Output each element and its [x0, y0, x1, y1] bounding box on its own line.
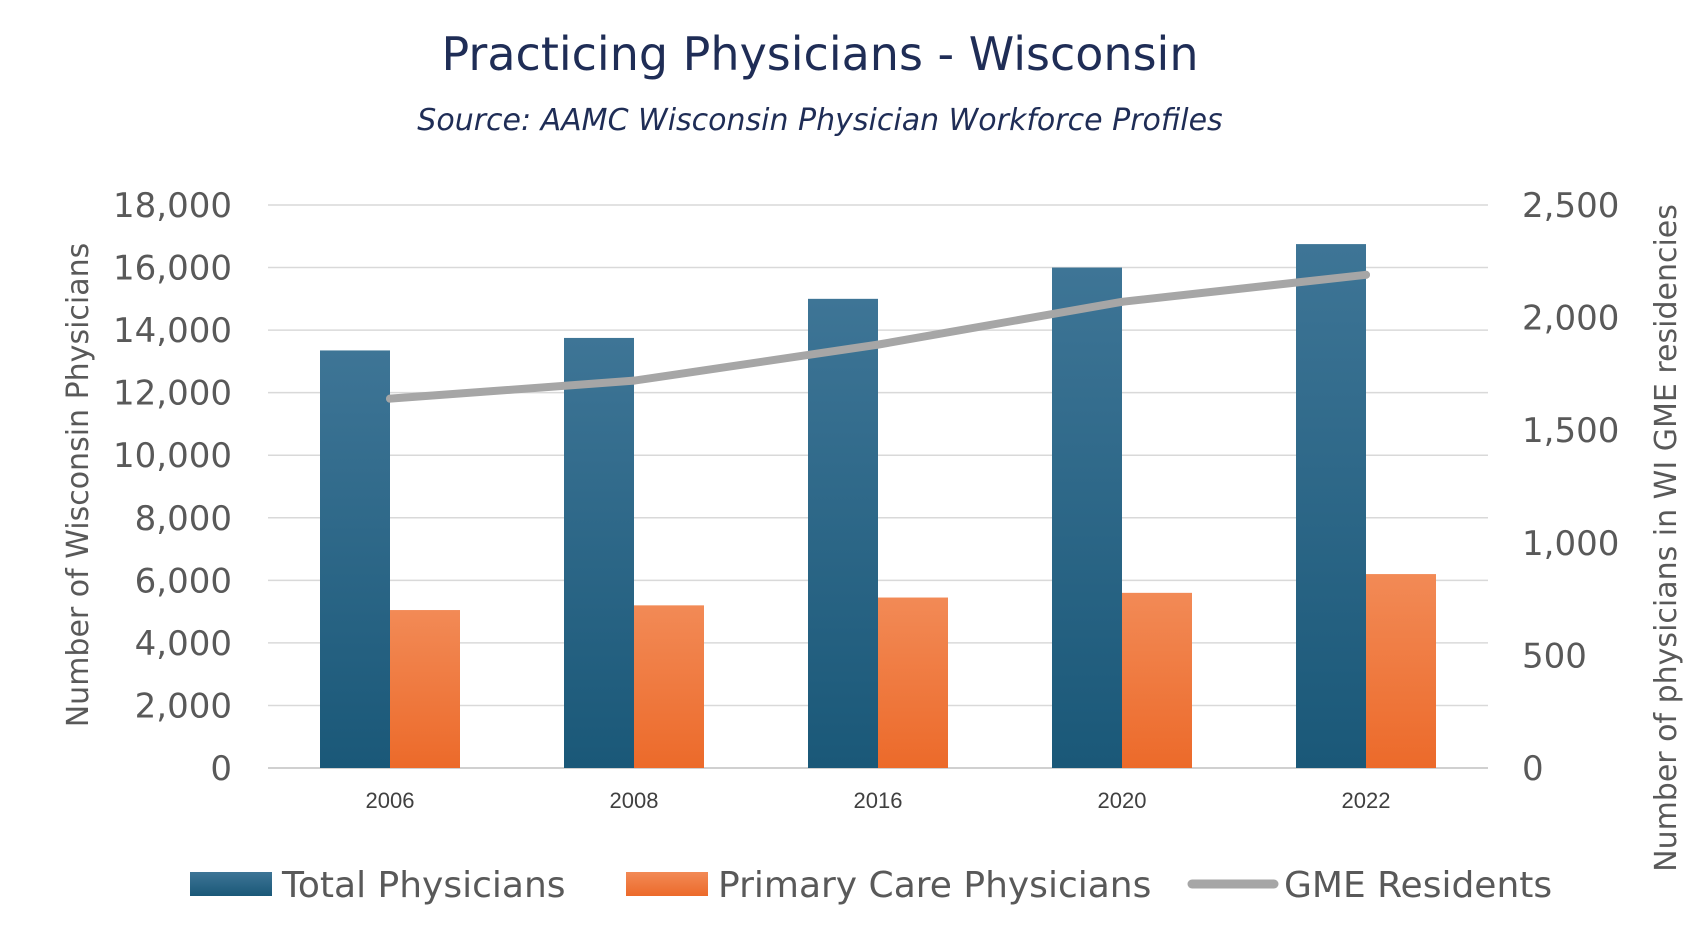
bar-primary-care-physicians — [634, 605, 704, 768]
x-tick-label: 2016 — [854, 788, 903, 813]
bar-primary-care-physicians — [878, 597, 948, 768]
y2-tick-label: 2,500 — [1522, 186, 1619, 226]
legend-swatch-total-physicians — [190, 872, 272, 896]
x-axis-ticks: 2006 2008 2016 2020 2022 — [366, 788, 1391, 813]
y-tick-label: 0 — [210, 749, 232, 789]
y-tick-label: 10,000 — [113, 436, 232, 476]
legend-label-total-physicians: Total Physicians — [281, 865, 566, 906]
bar-primary-care-physicians — [1122, 592, 1192, 768]
x-tick-label: 2008 — [610, 788, 659, 813]
bar-primary-care-physicians — [390, 610, 460, 768]
y2-tick-label: 2,000 — [1522, 299, 1619, 339]
y2-tick-label: 0 — [1522, 749, 1544, 789]
bar-total-physicians — [808, 298, 878, 768]
x-tick-label: 2022 — [1342, 788, 1391, 813]
gme-line — [386, 270, 1370, 403]
point-gme-residents — [874, 340, 882, 349]
legend-label-gme-residents: GME Residents — [1284, 865, 1552, 906]
bar-total-physicians — [320, 350, 390, 768]
point-gme-residents — [386, 394, 394, 403]
y2-tick-label: 1,000 — [1522, 524, 1619, 564]
legend-label-primary-care-physicians: Primary Care Physicians — [718, 865, 1151, 906]
bar-total-physicians — [1052, 267, 1122, 768]
y2-tick-label: 1,500 — [1522, 411, 1619, 451]
x-tick-label: 2006 — [366, 788, 415, 813]
chart-title: Practicing Physicians - Wisconsin — [442, 27, 1199, 81]
y-tick-label: 4,000 — [135, 624, 232, 664]
y2-axis-label: Number of physicians in WI GME residenci… — [1649, 204, 1684, 872]
bars — [320, 244, 1436, 768]
y-tick-label: 18,000 — [113, 186, 232, 226]
bar-total-physicians — [1296, 244, 1366, 768]
y-axis-label: Number of Wisconsin Physicians — [61, 243, 96, 728]
bar-total-physicians — [564, 337, 634, 768]
y-tick-label: 2,000 — [135, 686, 232, 726]
y2-axis-ticks: 0 500 1,000 1,500 2,000 2,500 — [1522, 186, 1619, 789]
point-gme-residents — [630, 376, 638, 385]
legend-swatch-primary-care-physicians — [626, 872, 708, 896]
y-tick-label: 14,000 — [113, 311, 232, 351]
chart-subtitle: Source: AAMC Wisconsin Physician Workfor… — [417, 103, 1222, 138]
y2-tick-label: 500 — [1522, 636, 1587, 676]
legend: Total Physicians Primary Care Physicians G… — [190, 865, 1552, 906]
y-axis-ticks: 0 2,000 4,000 6,000 8,000 10,000 12,000 14,000 1… — [113, 186, 232, 789]
y-tick-label: 6,000 — [135, 561, 232, 601]
x-tick-label: 2020 — [1098, 788, 1147, 813]
y-tick-label: 8,000 — [135, 499, 232, 539]
point-gme-residents — [1362, 270, 1370, 279]
y-tick-label: 12,000 — [113, 374, 232, 414]
bar-primary-care-physicians — [1366, 574, 1436, 768]
y-tick-label: 16,000 — [113, 249, 232, 289]
point-gme-residents — [1118, 297, 1126, 306]
